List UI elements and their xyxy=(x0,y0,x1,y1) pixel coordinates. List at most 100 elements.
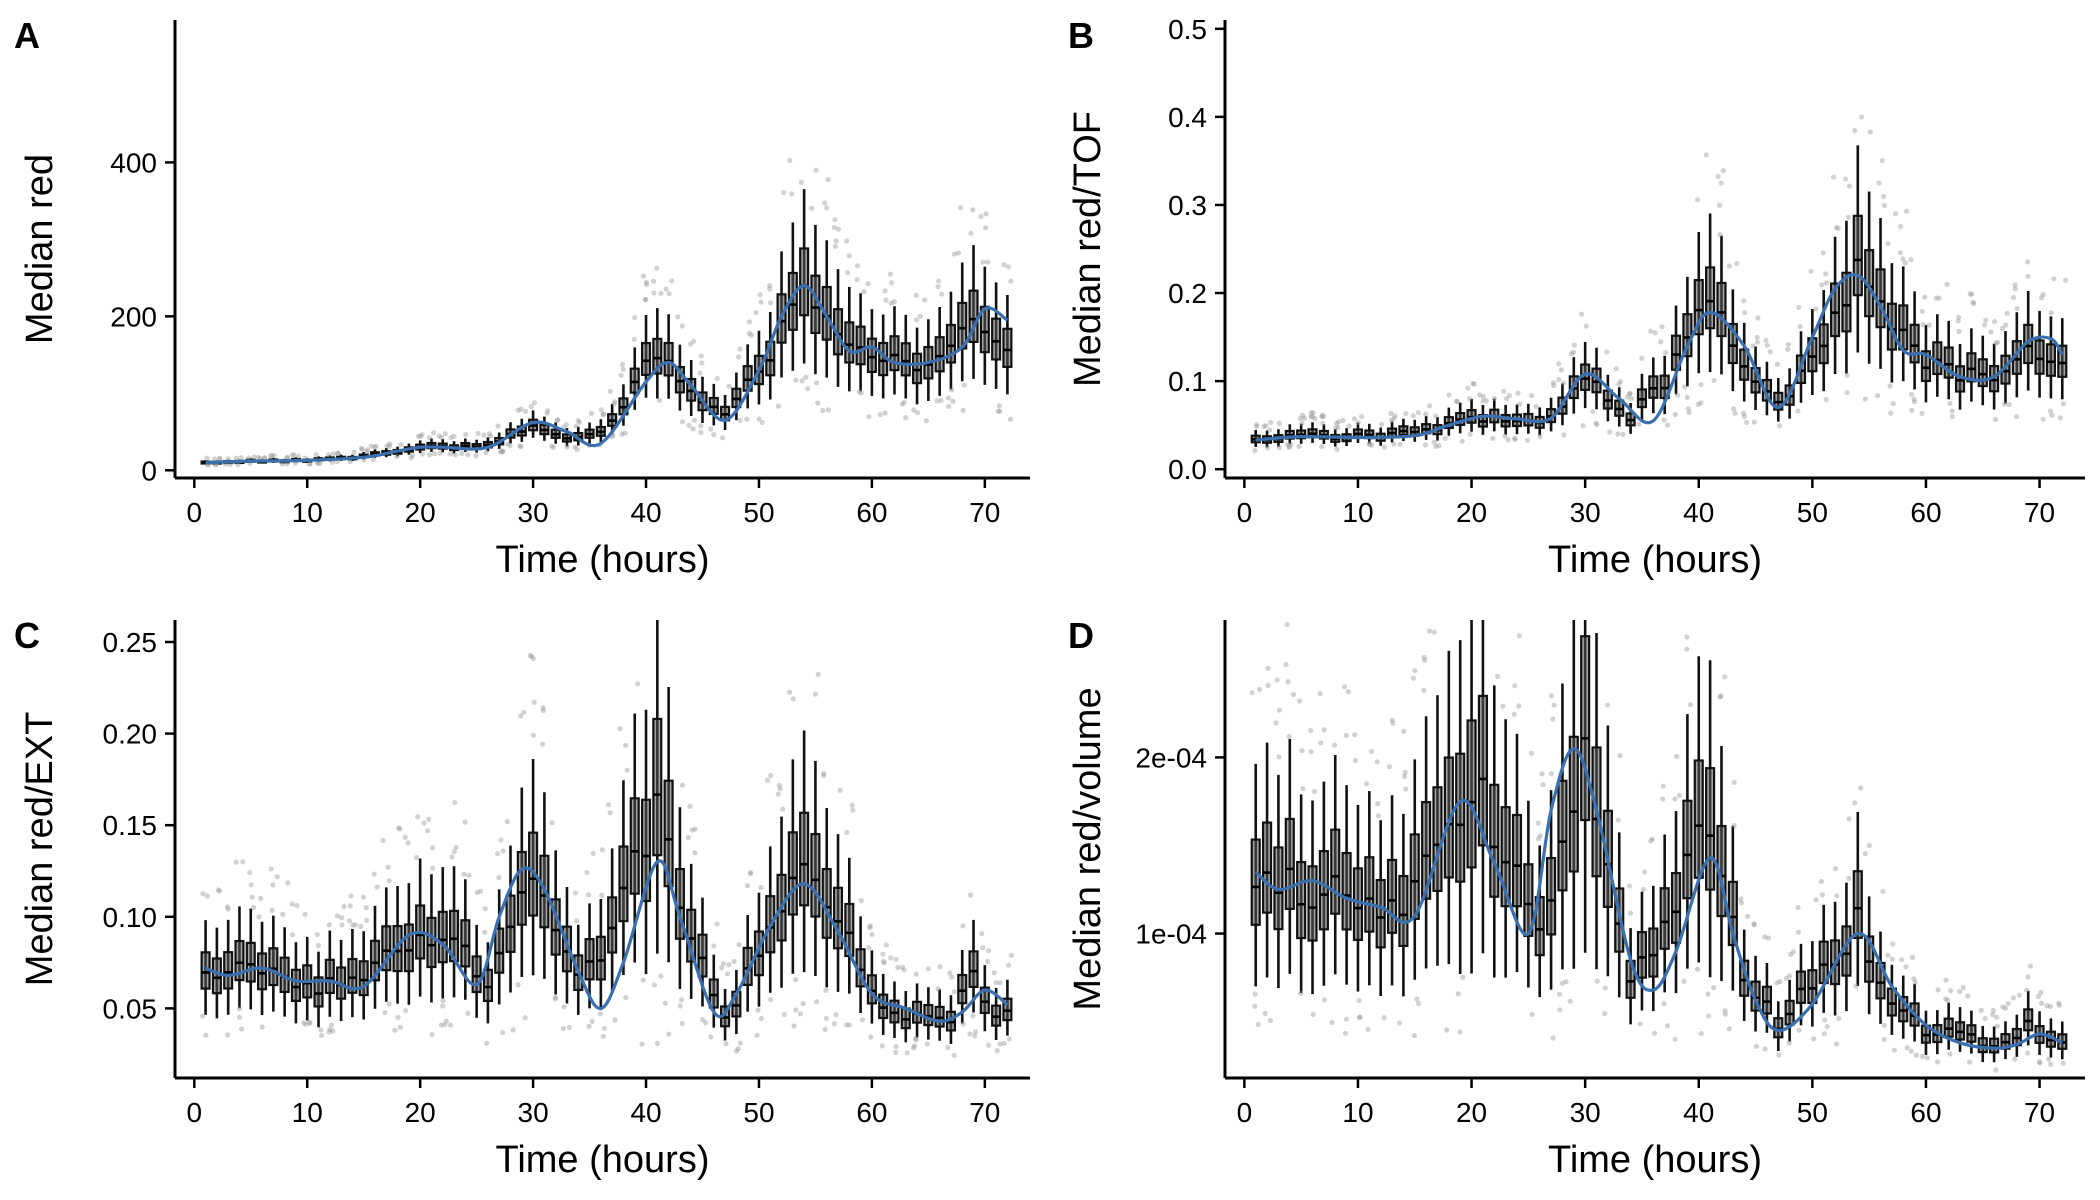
box-hour xyxy=(1466,620,1477,974)
outlier-point xyxy=(1662,350,1669,356)
outlier-point xyxy=(1936,295,1942,301)
outlier-point xyxy=(497,449,504,455)
outlier-point xyxy=(246,455,252,461)
outlier-point xyxy=(347,903,353,909)
box-hour xyxy=(392,825,403,1033)
outlier-point xyxy=(437,450,443,456)
box-hour xyxy=(1341,684,1352,1036)
outlier-point xyxy=(832,243,838,249)
outlier-point xyxy=(1556,361,1562,367)
box xyxy=(832,886,844,950)
box xyxy=(889,335,900,372)
outlier-point xyxy=(224,904,231,910)
outlier-point xyxy=(1832,866,1839,872)
outlier-point xyxy=(1991,318,1998,325)
outlier-point xyxy=(584,869,590,876)
outlier-point xyxy=(1368,748,1375,755)
box xyxy=(1307,865,1318,942)
outlier-point xyxy=(358,923,364,930)
outlier-point xyxy=(330,451,337,457)
box-hour xyxy=(1477,392,1489,435)
box-hour xyxy=(1296,412,1308,449)
outlier-point xyxy=(812,691,819,697)
outlier-point xyxy=(1516,633,1523,639)
box xyxy=(437,910,448,964)
outlier-point xyxy=(588,410,595,416)
outlier-point xyxy=(314,931,320,938)
outlier-point xyxy=(622,430,628,436)
outlier-point xyxy=(1265,682,1271,689)
outlier-point xyxy=(451,849,457,855)
box-hour xyxy=(2000,1000,2011,1060)
outlier-point xyxy=(1617,752,1623,759)
outlier-point xyxy=(675,314,681,320)
outlier-point xyxy=(1913,1052,1920,1058)
outlier-point xyxy=(678,997,685,1003)
box-hour xyxy=(1329,742,1341,1026)
outlier-point xyxy=(1365,1026,1371,1033)
outlier-point xyxy=(888,955,894,961)
outlier-point xyxy=(505,441,511,447)
outlier-point xyxy=(1367,441,1373,447)
box-hour xyxy=(663,278,675,399)
outlier-point xyxy=(1627,390,1633,396)
box-hour xyxy=(1431,629,1443,966)
box xyxy=(652,717,663,857)
outlier-point xyxy=(912,1035,919,1041)
outlier-point xyxy=(1006,1036,1013,1042)
box-hour xyxy=(923,966,934,1047)
outlier-point xyxy=(1320,420,1326,426)
box xyxy=(618,845,629,923)
outlier-point xyxy=(380,837,386,843)
outlier-point xyxy=(736,942,742,948)
outlier-point xyxy=(1943,977,1949,983)
outlier-point xyxy=(1617,378,1624,385)
outlier-point xyxy=(1602,1010,1608,1017)
outlier-point xyxy=(1796,1027,1802,1033)
outlier-point xyxy=(1415,410,1422,416)
outlier-point xyxy=(1738,900,1745,906)
outlier-point xyxy=(1529,1011,1535,1018)
x-tick-label: 70 xyxy=(2024,1097,2055,1128)
outlier-point xyxy=(1539,771,1545,777)
box xyxy=(211,957,222,995)
outlier-point xyxy=(1556,991,1563,997)
outlier-point xyxy=(623,742,629,748)
box-hour xyxy=(1363,748,1375,1033)
outlier-point xyxy=(1767,349,1773,355)
outlier-point xyxy=(775,791,781,797)
box-hour xyxy=(617,726,630,1001)
outlier-point xyxy=(1446,392,1452,398)
outlier-point xyxy=(498,837,504,843)
outlier-point xyxy=(654,265,660,271)
box-hour xyxy=(1773,978,1784,1058)
x-tick-label: 20 xyxy=(1456,497,1487,528)
outlier-point xyxy=(800,1001,806,1007)
outlier-point xyxy=(820,772,827,779)
box-hour xyxy=(1409,668,1422,1039)
outlier-point xyxy=(618,372,624,379)
box-hour xyxy=(1773,361,1784,429)
outlier-point xyxy=(831,1021,837,1027)
outlier-point xyxy=(1620,431,1626,437)
outlier-point xyxy=(1879,158,1885,164)
outlier-point xyxy=(809,205,815,211)
outlier-point xyxy=(1253,422,1259,428)
outlier-point xyxy=(560,1025,566,1032)
outlier-point xyxy=(833,1012,839,1018)
outlier-point xyxy=(813,380,820,386)
box-hour xyxy=(1784,341,1795,419)
outlier-point xyxy=(1955,318,1961,324)
outlier-point xyxy=(656,397,663,403)
box xyxy=(708,978,719,1009)
outlier-point xyxy=(793,377,799,383)
box-hour xyxy=(346,893,359,1018)
outlier-point xyxy=(531,699,537,705)
box-hour xyxy=(539,705,550,979)
box xyxy=(324,958,335,995)
box xyxy=(1841,271,1852,333)
box-hour xyxy=(1546,693,1557,1041)
outlier-point xyxy=(913,317,920,323)
x-axis-title: Time (hours) xyxy=(496,539,710,581)
box xyxy=(821,285,832,341)
